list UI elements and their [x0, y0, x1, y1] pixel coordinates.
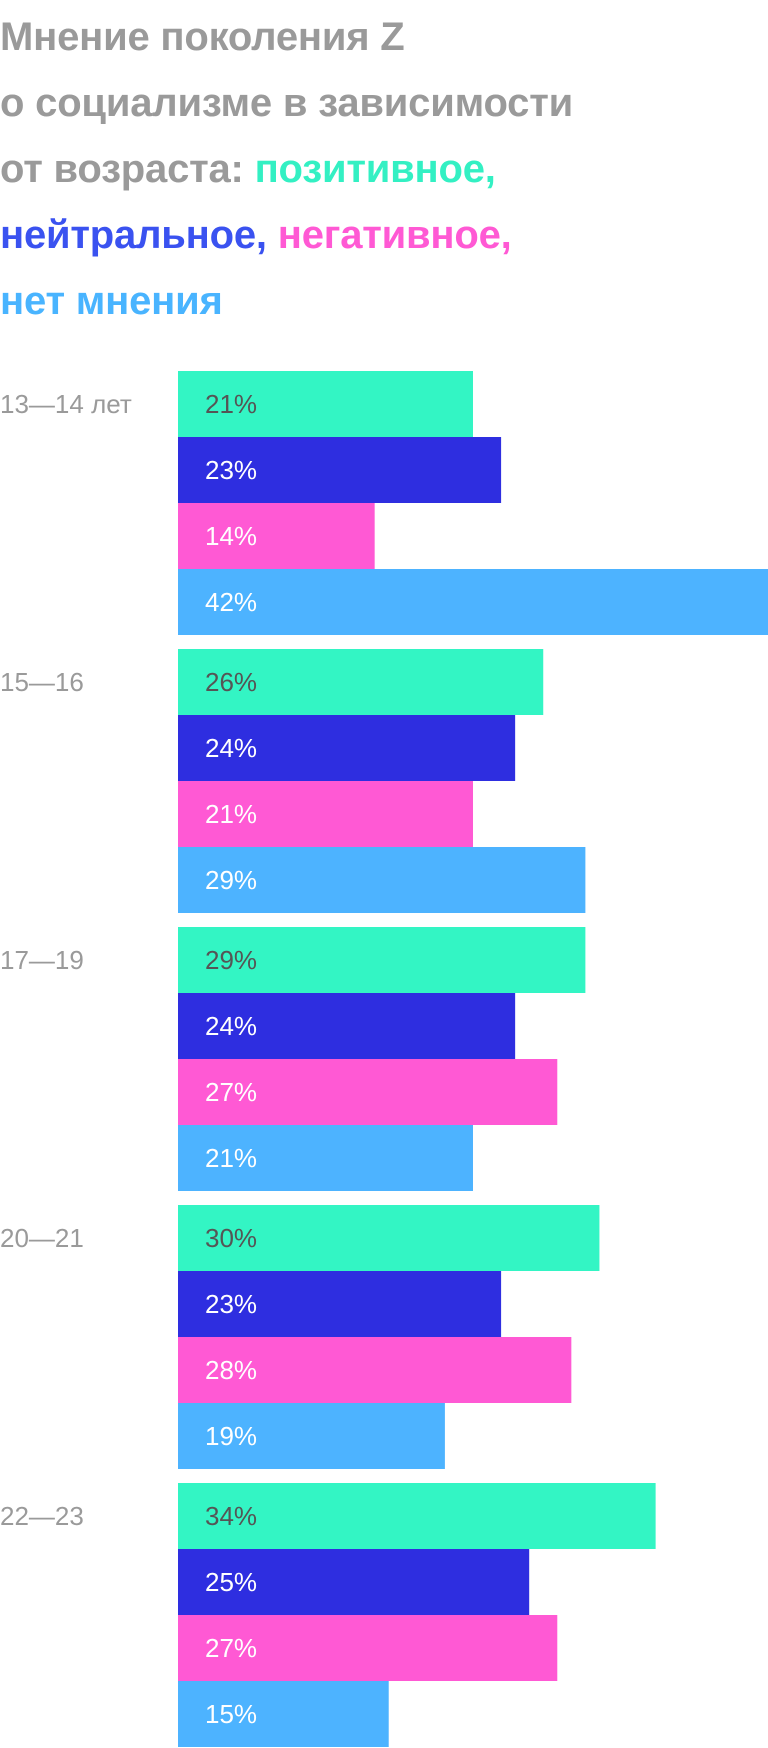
bar-value-label: 19%: [205, 1421, 257, 1451]
bar: [178, 927, 586, 993]
bar-value-label: 21%: [205, 799, 257, 829]
legend-no-opinion: нет мнения: [0, 279, 223, 323]
bar: [178, 1059, 558, 1125]
title-line-2: о социализме в зависимости: [0, 81, 574, 125]
bar-value-label: 29%: [205, 865, 257, 895]
bar-value-label: 29%: [205, 945, 257, 975]
bar: [178, 371, 473, 437]
bar-value-label: 21%: [205, 1143, 257, 1173]
age-group-label: 22—23: [0, 1501, 84, 1531]
title-line-3-prefix: от возраста:: [0, 147, 255, 191]
bar-value-label: 23%: [205, 455, 257, 485]
title-line-5: нет мнения: [0, 268, 760, 334]
bar: [178, 1125, 473, 1191]
bar: [178, 649, 544, 715]
bar: [178, 781, 473, 847]
age-group-label: 15—16: [0, 667, 84, 697]
bar: [178, 1337, 572, 1403]
bar-value-label: 25%: [205, 1567, 257, 1597]
legend-neutral: нейтральное,: [0, 213, 267, 257]
bar: [178, 1549, 530, 1615]
bar-value-label: 14%: [205, 521, 257, 551]
bar: [178, 437, 502, 503]
bar-value-label: 42%: [205, 587, 257, 617]
bar-value-label: 23%: [205, 1289, 257, 1319]
title-line-1: Мнение поколения Z: [0, 15, 405, 59]
bar-value-label: 15%: [205, 1699, 257, 1729]
bar: [178, 715, 516, 781]
bar: [178, 1403, 445, 1469]
bar-value-label: 26%: [205, 667, 257, 697]
legend-positive: позитивное,: [254, 147, 496, 191]
bar: [178, 1483, 656, 1549]
bar-value-label: 24%: [205, 1011, 257, 1041]
bar: [178, 569, 768, 635]
bar-value-label: 27%: [205, 1077, 257, 1107]
bar-value-label: 21%: [205, 389, 257, 419]
bar-value-label: 28%: [205, 1355, 257, 1385]
bar-value-label: 34%: [205, 1501, 257, 1531]
bar: [178, 1615, 558, 1681]
bar-value-label: 27%: [205, 1633, 257, 1663]
age-group-label: 17—19: [0, 945, 84, 975]
chart-title: Мнение поколения Z о социализме в зависи…: [0, 4, 760, 334]
bar: [178, 993, 516, 1059]
title-line-3: от возраста: позитивное,: [0, 136, 760, 202]
title-line-4: нейтральное, негативное,: [0, 202, 760, 268]
bar: [178, 1681, 389, 1747]
bar-value-label: 24%: [205, 733, 257, 763]
bar-value-label: 30%: [205, 1223, 257, 1253]
legend-negative: негативное,: [277, 213, 512, 257]
bar: [178, 1205, 600, 1271]
age-group-label: 20—21: [0, 1223, 84, 1253]
bar: [178, 1271, 502, 1337]
bar: [178, 847, 586, 913]
age-group-label: 13—14 лет: [0, 389, 132, 419]
bar: [178, 503, 375, 569]
